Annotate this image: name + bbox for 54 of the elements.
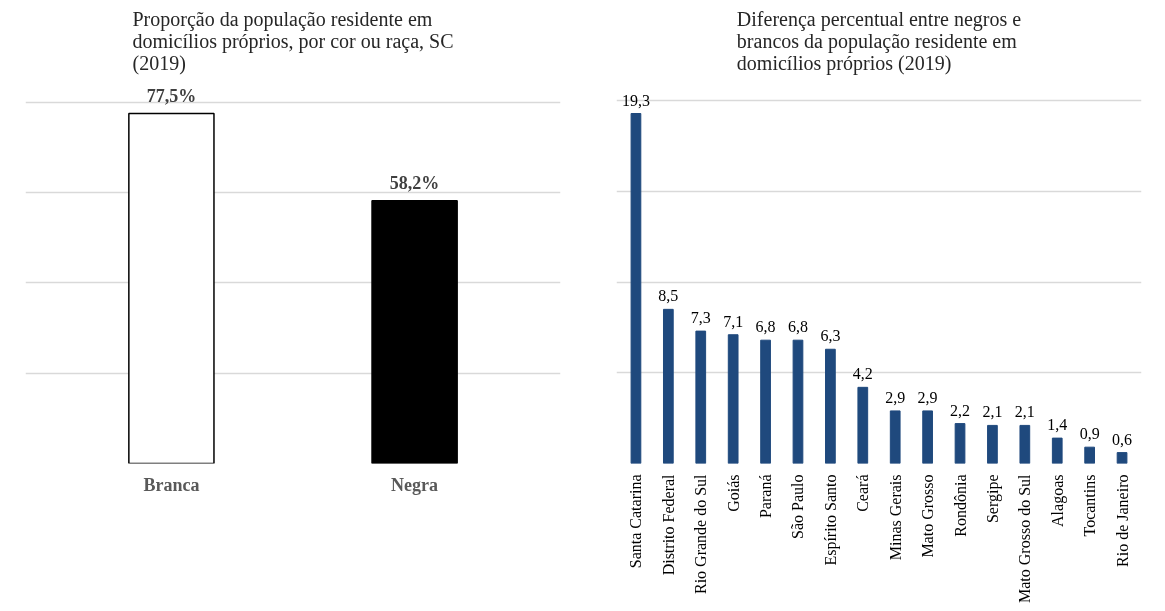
x-tick-label: Santa Catarina [627,474,645,569]
data-label: 2,9 [917,388,938,406]
bar [1084,446,1096,464]
bar [954,423,966,464]
data-label: 6,8 [787,318,808,336]
x-tick-label: Branca [143,474,200,495]
data-label: 1,4 [1047,416,1068,434]
bar [1116,452,1128,464]
x-tick-label: Espírito Santo [821,474,840,566]
x-tick-label: São Paulo [789,474,807,539]
x-tick-label: Ceará [854,474,872,512]
data-label: 0,9 [1079,425,1100,443]
chart-title: Diferença percentual entre negros e brancos da população residente em domicílios próprios (2019) [736,7,1022,75]
x-tick-label: Sergipe [983,474,1002,524]
x-tick-label: Mato Grosso [919,474,937,558]
bar [922,410,933,464]
bar [662,308,674,464]
x-tick-label: Alagoas [1048,474,1067,527]
data-label: 2,2 [950,401,971,419]
x-tick-label: Rio Grande do Sul [692,473,710,595]
data-label: 0,6 [1112,430,1133,448]
x-tick-label: Rio de Janeiro [1113,474,1131,567]
bar [695,330,707,464]
data-label: 2,1 [982,403,1003,421]
data-label: 77,5% [146,85,197,106]
bar [1051,437,1063,464]
x-tick-label: Minas Gerais [886,474,904,561]
data-label: 6,8 [755,318,776,336]
bar [727,334,739,464]
bar [825,348,836,464]
data-label: 4,2 [852,365,873,383]
x-tick-label: Negra [391,474,439,495]
data-label: 8,5 [658,287,679,305]
bar [1019,424,1031,464]
bar [760,339,771,464]
bar [857,386,869,464]
x-tick-label: Rondônia [951,474,969,537]
data-label: 7,3 [690,309,711,327]
x-tick-label: Paraná [757,474,775,519]
bar [630,113,642,464]
x-tick-label: Tocantins [1081,474,1099,537]
x-tick-label: Goiás [724,474,742,512]
data-label: 2,1 [1014,403,1035,421]
data-label: 6,3 [820,327,841,345]
bar [792,339,804,464]
chart-title: Proporção da população residente em domicílios próprios, por cor ou raça, SC (2019) [132,7,454,75]
x-tick-label: Distrito Federal [659,473,677,576]
data-label: 2,9 [885,388,906,406]
data-label: 58,2% [389,172,440,193]
data-label: 7,1 [723,312,744,330]
bar [987,424,998,464]
bar [889,410,901,464]
x-tick-label: Mato Grosso do Sul [1016,473,1034,603]
data-label: 19,3 [621,91,650,109]
